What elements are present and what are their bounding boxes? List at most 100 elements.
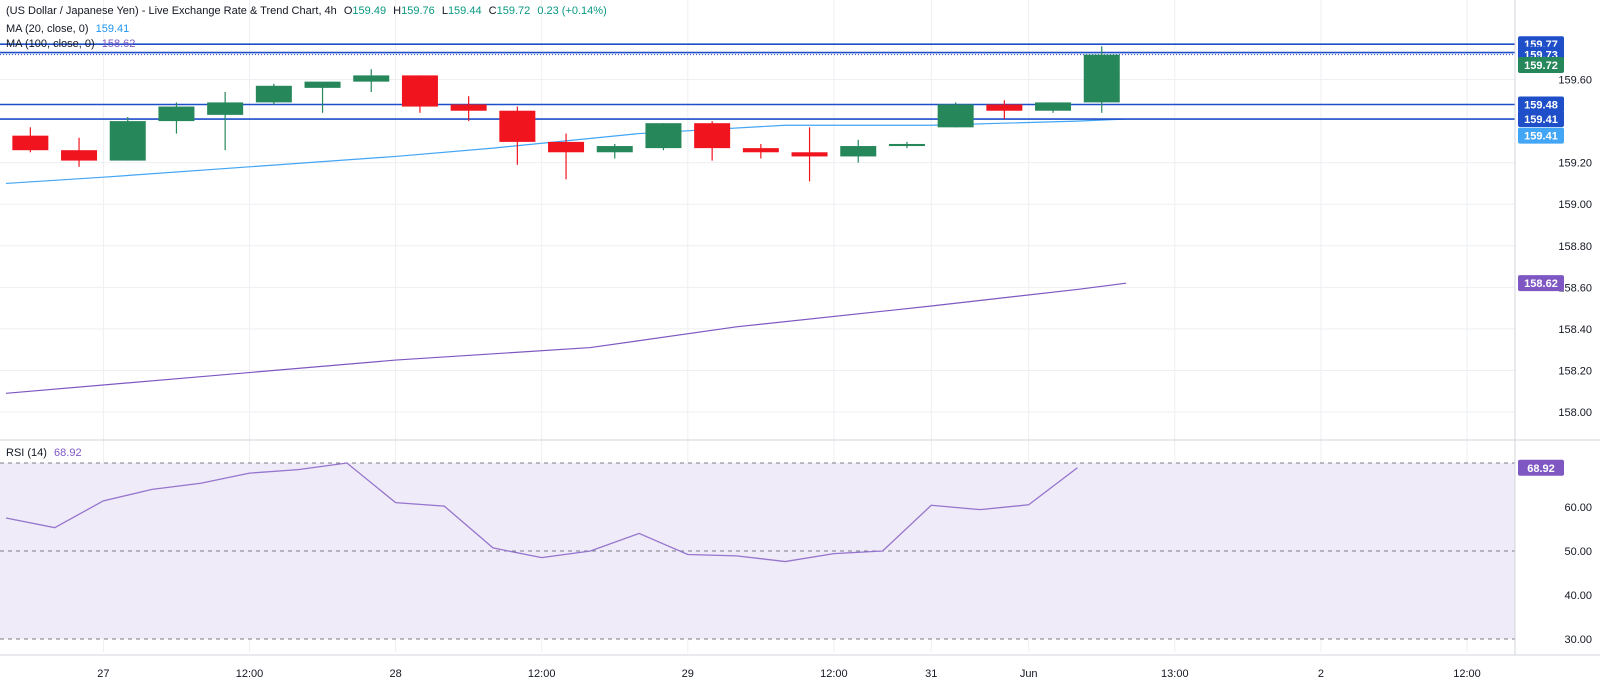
y-tick-label: 159.20 <box>1558 158 1592 170</box>
candle-body <box>791 152 828 157</box>
candle-body <box>109 121 146 161</box>
y-tick-label: 158.20 <box>1558 365 1592 377</box>
candle-body <box>937 104 974 128</box>
price-tag-label: 159.41 <box>1524 114 1558 126</box>
ma100-line <box>5 282 1127 394</box>
candle-body <box>450 104 487 111</box>
price-tag <box>1518 275 1564 292</box>
candle <box>937 102 974 128</box>
price-tag <box>1518 57 1564 74</box>
candle-body <box>1083 54 1120 103</box>
candle <box>499 106 536 165</box>
low-label: L <box>441 5 448 17</box>
y-tick-label: 158.00 <box>1558 407 1592 419</box>
candle-body <box>596 146 633 153</box>
candles <box>12 46 1120 182</box>
rsi-tick-label: 40.00 <box>1564 590 1592 602</box>
candle <box>596 143 633 159</box>
grid <box>0 0 1515 652</box>
candle-body <box>548 141 585 153</box>
candle <box>645 123 682 151</box>
x-tick-label: 31 <box>925 668 937 680</box>
x-tick-label: 12:00 <box>236 668 264 680</box>
candle <box>255 83 292 105</box>
rsi-tick-label: 60.00 <box>1564 502 1592 514</box>
rsi-label: RSI (14) <box>6 447 47 459</box>
price-tag <box>1518 111 1564 128</box>
x-tick-label: 28 <box>389 668 401 680</box>
close-value: 159.72 <box>496 5 531 17</box>
rsi-tick-label: 30.00 <box>1564 634 1592 646</box>
candle <box>742 143 779 159</box>
ma100-label: MA (100, close, 0) <box>6 38 95 50</box>
candle <box>1035 102 1072 113</box>
rsi-tick-label: 50.00 <box>1564 546 1592 558</box>
candle <box>12 127 49 153</box>
candle <box>1083 46 1120 113</box>
x-tick-label: 12:00 <box>1453 668 1481 680</box>
price-tag-label: 159.41 <box>1524 131 1558 143</box>
candle <box>450 96 487 122</box>
candle <box>694 121 731 161</box>
candle <box>888 141 925 149</box>
rsi-value: 68.92 <box>54 447 82 459</box>
chart-title: (US Dollar / Japanese Yen) - Live Exchan… <box>6 5 337 17</box>
open-value: 159.49 <box>352 5 387 17</box>
candle-body <box>694 123 731 149</box>
candle-body <box>61 150 98 161</box>
rsi-panel: 68.92 <box>0 459 1564 640</box>
price-tag <box>1518 96 1564 113</box>
price-tag <box>1518 127 1564 144</box>
y-tick-label: 158.60 <box>1558 282 1592 294</box>
candle <box>61 137 98 167</box>
rsi-legend[interactable]: RSI (14) 68.92 <box>6 446 86 461</box>
candle-body <box>986 104 1023 111</box>
candle <box>353 69 390 93</box>
y-tick-label: 158.80 <box>1558 241 1592 253</box>
open-label: O <box>343 5 353 17</box>
candle-body <box>255 85 292 103</box>
high-value: 159.76 <box>401 5 435 17</box>
candle <box>207 92 244 151</box>
x-tick-label: 13:00 <box>1161 668 1189 680</box>
low-value: 159.44 <box>447 5 482 17</box>
candle-body <box>888 143 925 147</box>
candle <box>548 133 585 180</box>
x-tick-label: 29 <box>682 668 694 680</box>
header-legend: (US Dollar / Japanese Yen) - Live Exchan… <box>6 4 611 19</box>
candle <box>840 139 877 163</box>
ma20-legend[interactable]: MA (20, close, 0) 159.41 <box>6 22 133 37</box>
candle-body <box>645 123 682 149</box>
candle-body <box>207 102 244 115</box>
y-tick-label: 159.60 <box>1558 75 1592 87</box>
rsi-line <box>5 462 1078 563</box>
candle <box>109 116 146 161</box>
close-label: C <box>488 5 497 17</box>
x-tick-label: 12:00 <box>820 668 848 680</box>
candle <box>304 81 341 113</box>
ma20-value: 159.41 <box>95 23 130 35</box>
price-tags: 159.77159.73159.72159.48159.41159.41158.… <box>1518 36 1564 292</box>
candle-body <box>304 81 341 88</box>
price-tag-label: 158.62 <box>1524 278 1558 290</box>
x-tick-label: 2 <box>1318 668 1324 680</box>
horizontal-levels <box>0 43 1515 120</box>
y-tick-label: 159.00 <box>1558 199 1592 211</box>
x-tick-label: 27 <box>97 668 109 680</box>
ma100-value: 158.62 <box>101 38 136 50</box>
rsi-price-tag-label: 68.92 <box>1527 463 1555 475</box>
candle-body <box>401 75 438 107</box>
high-label: H <box>393 5 402 17</box>
x-tick-label: 12:00 <box>528 668 556 680</box>
rsi-band <box>0 463 1515 639</box>
candle-body <box>12 135 49 151</box>
x-tick-label: Jun <box>1020 668 1038 680</box>
y-tick-label: 158.40 <box>1558 324 1592 336</box>
price-tag-label: 159.72 <box>1524 60 1558 72</box>
rsi-price-tag <box>1518 459 1564 476</box>
ma100-legend[interactable]: MA (100, close, 0) 158.62 <box>6 37 139 52</box>
candle <box>986 100 1023 120</box>
